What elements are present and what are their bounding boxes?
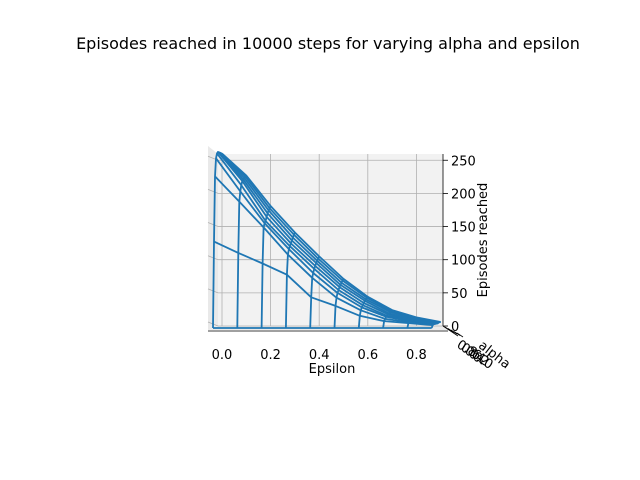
z-tick-label: 250 bbox=[451, 154, 476, 169]
z-axis-label: Episodes reached bbox=[476, 183, 491, 298]
y-tick-mark bbox=[456, 332, 464, 338]
wireframe-surface bbox=[212, 150, 441, 329]
chart-title: Episodes reached in 10000 steps for vary… bbox=[76, 34, 580, 53]
wire-col-epsilon-1 bbox=[236, 174, 247, 329]
x-tick-label: 0.0 bbox=[212, 348, 233, 363]
wire-col-epsilon-6 bbox=[357, 296, 369, 329]
wire-row-alpha-4 bbox=[216, 152, 436, 325]
wire-row-alpha-3 bbox=[215, 157, 435, 325]
wire-col-epsilon-3 bbox=[285, 232, 296, 329]
wire-col-epsilon-8 bbox=[406, 316, 418, 329]
epsilon-ticks: 0.0 0.2 0.4 0.6 0.8 bbox=[212, 348, 427, 363]
back-pane bbox=[218, 154, 443, 326]
y-tick-mark bbox=[444, 326, 452, 332]
grid-line-side bbox=[207, 222, 219, 227]
wire-row-alpha-9 bbox=[221, 152, 441, 323]
wire-col-epsilon-7 bbox=[382, 309, 393, 329]
z-tick-label: 50 bbox=[451, 287, 468, 302]
wire-row-alpha-6 bbox=[218, 151, 438, 325]
episodes-ticks: 0 50 100 150 200 250 bbox=[443, 154, 476, 335]
wire-row-alpha-1 bbox=[213, 240, 433, 326]
z-tick-label: 150 bbox=[451, 221, 476, 236]
x-tick-label: 0.4 bbox=[309, 348, 330, 363]
wire-col-epsilon-9 bbox=[430, 321, 441, 329]
y-tick-mark bbox=[450, 329, 458, 335]
wire-col-epsilon-4 bbox=[309, 256, 321, 329]
wire-row-alpha-5 bbox=[217, 151, 437, 325]
z-tick-label: 200 bbox=[451, 187, 476, 202]
y-tick-mark bbox=[447, 328, 455, 333]
x-tick-label: 0.6 bbox=[357, 348, 378, 363]
y-tick-mark bbox=[453, 331, 461, 336]
wire-row-alpha-2 bbox=[214, 175, 434, 326]
wire-col-epsilon-5 bbox=[333, 278, 345, 329]
z-tick-label: 100 bbox=[451, 254, 476, 269]
wire-row-alpha-8 bbox=[220, 152, 440, 324]
x-tick-label: 0.8 bbox=[406, 348, 427, 363]
wire-col-epsilon-2 bbox=[260, 205, 272, 329]
wire-col-epsilon-0 bbox=[212, 150, 223, 329]
x-tick-label: 0.2 bbox=[260, 348, 281, 363]
z-tick-label: 0 bbox=[451, 320, 459, 335]
x-axis-label: Epsilon bbox=[309, 362, 356, 377]
grid-line-side bbox=[207, 189, 219, 194]
